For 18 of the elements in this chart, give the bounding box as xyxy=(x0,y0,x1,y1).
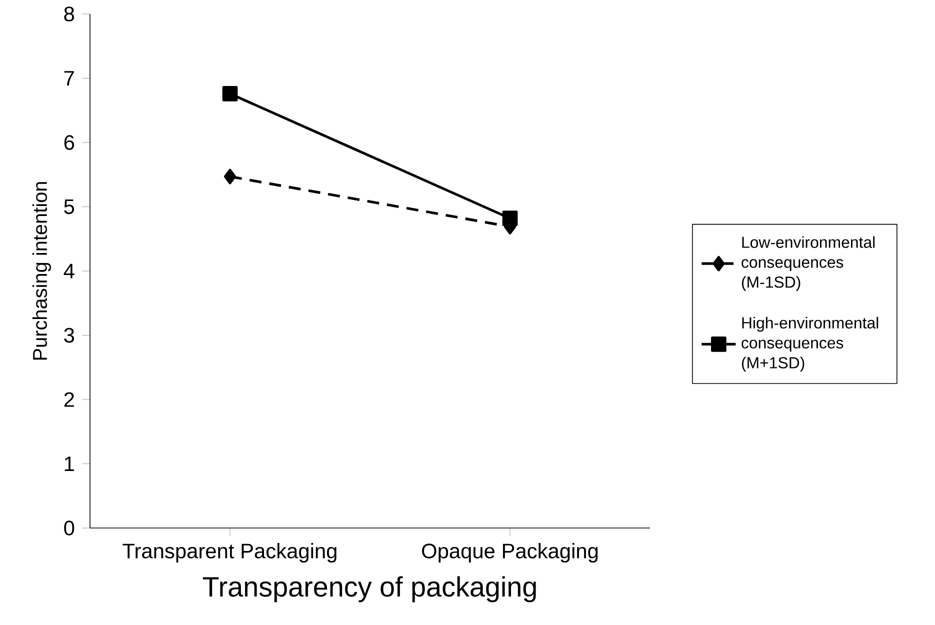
x-axis-title: Transparency of packaging xyxy=(202,576,536,602)
y-tick-label: 5 xyxy=(64,199,74,214)
point xyxy=(502,210,518,226)
x-tick-label: Transparent Packaging xyxy=(122,543,336,563)
y-tick-label: 1 xyxy=(64,456,74,471)
y-tick-label: 0 xyxy=(64,520,74,536)
y-tick-label: 6 xyxy=(64,135,74,150)
y-tick-label: 2 xyxy=(64,392,74,407)
y-tick-label: 8 xyxy=(64,6,74,22)
y-tick-label: 7 xyxy=(64,71,74,86)
legend-label: Low-environmental consequences (M-1SD) xyxy=(742,236,875,291)
point xyxy=(224,168,236,184)
point xyxy=(222,86,238,102)
y-tick-label: 3 xyxy=(64,328,74,343)
legend-label: High-environmental consequences (M+1SD) xyxy=(742,316,878,372)
x-tick-label: Opaque Packaging xyxy=(422,543,598,563)
y-tick-label: 4 xyxy=(64,264,74,278)
y-axis-title: Purchasing intention xyxy=(32,182,51,360)
